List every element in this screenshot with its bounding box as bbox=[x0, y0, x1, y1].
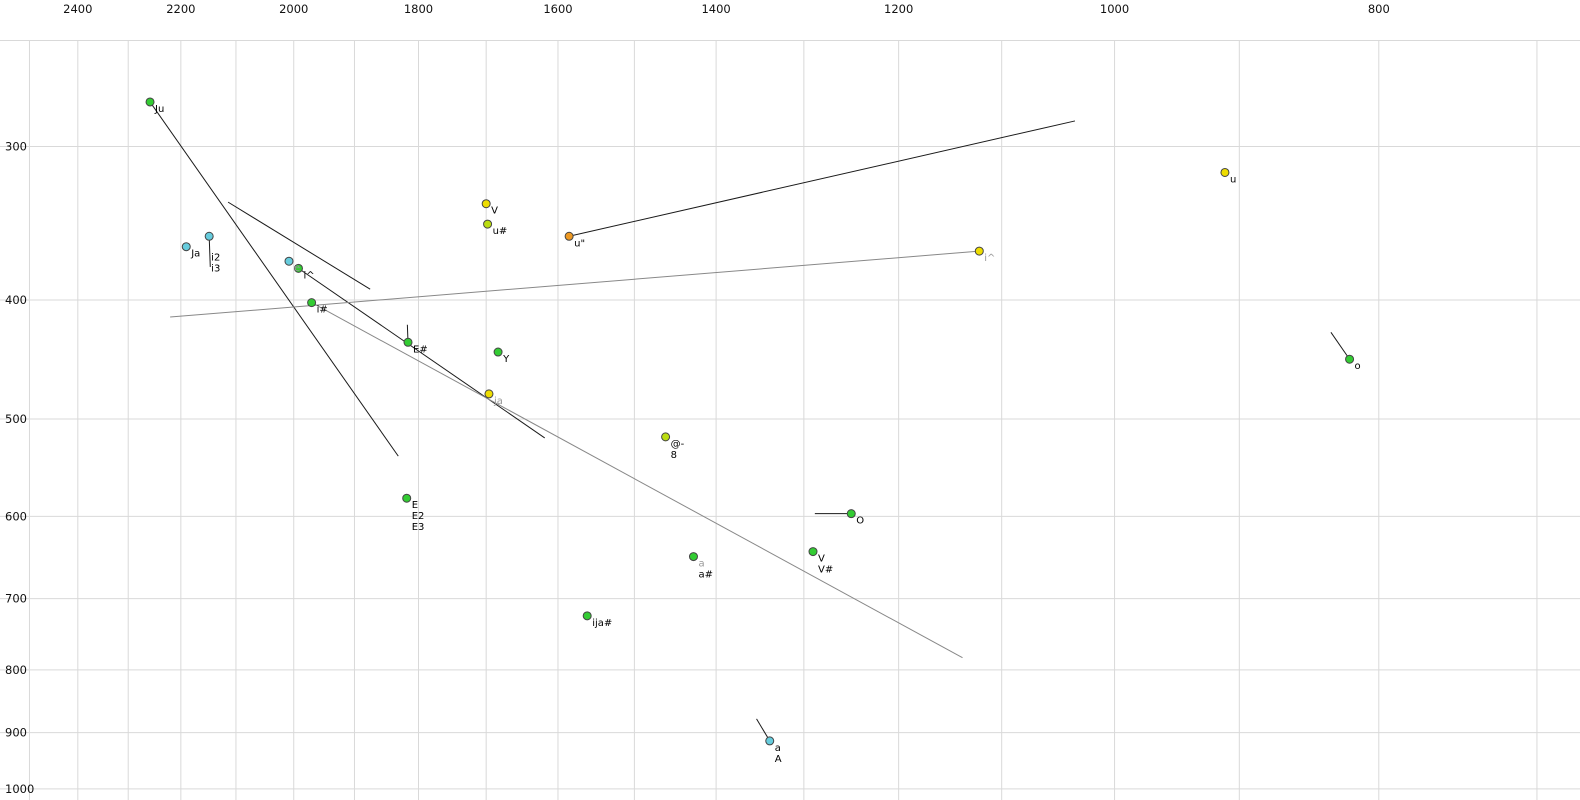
point-label: i^ bbox=[303, 270, 314, 281]
point-label: a bbox=[698, 559, 704, 570]
data-point-e bbox=[284, 256, 294, 266]
y-axis-tick-label: 700 bbox=[5, 592, 27, 606]
point-label: e bbox=[294, 263, 300, 274]
trajectory-line bbox=[1330, 332, 1350, 360]
point-label: i# bbox=[317, 305, 328, 316]
point-label: ija# bbox=[592, 618, 612, 629]
trajectory-line bbox=[311, 302, 963, 659]
point-label: Ju bbox=[154, 104, 164, 115]
data-point-V-V-hash bbox=[808, 547, 818, 557]
point-label: i^ bbox=[984, 253, 995, 264]
point-label: E3 bbox=[412, 522, 425, 533]
x-axis-tick-label: 2400 bbox=[63, 2, 92, 16]
data-point-ija-hash bbox=[582, 611, 592, 621]
point-label: E bbox=[412, 500, 418, 511]
data-point-V-high bbox=[481, 199, 491, 209]
data-point-u-hash bbox=[483, 219, 493, 229]
trajectory-line bbox=[208, 236, 211, 267]
point-label: V bbox=[818, 554, 825, 565]
data-point-a-A bbox=[765, 736, 775, 746]
trajectory-line bbox=[227, 201, 371, 290]
trajectory-line bbox=[149, 101, 399, 457]
y-axis-tick-label: 1000 bbox=[5, 782, 34, 796]
point-label: @- bbox=[671, 439, 685, 450]
y-axis-tick-label: 600 bbox=[5, 509, 27, 523]
point-label: V# bbox=[818, 565, 833, 576]
data-point-u-quote bbox=[564, 231, 574, 241]
y-axis-tick-label: 300 bbox=[5, 139, 27, 153]
data-point-o bbox=[1345, 354, 1355, 364]
data-point-ja bbox=[484, 389, 494, 399]
data-point-i-hash bbox=[307, 298, 317, 308]
data-point-Y bbox=[493, 347, 503, 357]
data-point-u bbox=[1220, 167, 1230, 177]
data-point-a-a-hash bbox=[688, 552, 698, 562]
point-label: Y bbox=[502, 354, 510, 365]
point-label: a bbox=[775, 743, 781, 754]
point-label: O bbox=[856, 516, 864, 527]
y-axis-tick-label: 800 bbox=[5, 663, 27, 677]
point-label: u bbox=[1230, 174, 1236, 185]
data-point-schwa-8 bbox=[661, 432, 671, 442]
x-axis-tick-label: 2000 bbox=[279, 2, 308, 16]
point-label: A bbox=[775, 754, 782, 765]
point-label: V bbox=[491, 206, 498, 217]
y-axis-tick-label: 400 bbox=[5, 293, 27, 307]
data-point-i-caret bbox=[293, 263, 303, 273]
point-label: E2 bbox=[412, 511, 425, 522]
point-label: o bbox=[1355, 361, 1361, 372]
data-point-E-E2-E3 bbox=[402, 493, 412, 503]
x-axis-tick-label: 1400 bbox=[701, 2, 730, 16]
point-label: 8 bbox=[671, 450, 677, 461]
y-axis-tick-label: 500 bbox=[5, 412, 27, 426]
trajectory-line bbox=[298, 267, 546, 439]
trajectory-line bbox=[170, 250, 980, 318]
y-axis-tick-label: 900 bbox=[5, 726, 27, 740]
data-point-Ja bbox=[181, 242, 191, 252]
point-label: ja bbox=[493, 396, 503, 407]
point-label: a# bbox=[698, 570, 713, 581]
x-axis-tick-label: 2200 bbox=[166, 2, 195, 16]
data-point-O bbox=[846, 509, 856, 519]
x-axis-tick-label: 800 bbox=[1368, 2, 1390, 16]
point-label: E# bbox=[413, 344, 428, 355]
data-point-i-caret-back bbox=[974, 246, 984, 256]
x-axis-tick-label: 1800 bbox=[404, 2, 433, 16]
point-label: u" bbox=[574, 238, 585, 249]
data-point-Ju bbox=[145, 97, 155, 107]
point-label: Ja bbox=[190, 249, 200, 260]
x-axis-tick-label: 1000 bbox=[1100, 2, 1129, 16]
point-label: u# bbox=[493, 226, 508, 237]
point-label: i2 bbox=[211, 252, 220, 263]
data-point-E-hash bbox=[403, 337, 413, 347]
data-point-i2-i3 bbox=[204, 231, 214, 241]
trajectory-line bbox=[569, 120, 1076, 237]
x-axis-tick-label: 1600 bbox=[543, 2, 572, 16]
x-axis-tick-label: 1200 bbox=[884, 2, 913, 16]
point-label: i3 bbox=[211, 263, 220, 274]
